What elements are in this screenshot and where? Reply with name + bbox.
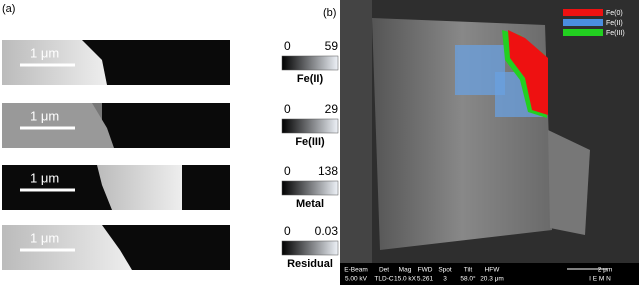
colorbar-min: 0	[284, 39, 291, 53]
sample-edge	[340, 0, 372, 265]
colorbar-max: 59	[325, 39, 339, 53]
info-value: 3	[443, 276, 447, 283]
info-value: TLD-C	[374, 276, 393, 283]
legend-swatch	[563, 19, 603, 26]
scale-label: 1 μm	[30, 230, 59, 245]
scale-label: 1 μm	[30, 108, 59, 123]
map-region	[97, 165, 182, 210]
info-value: 5.261	[417, 276, 434, 283]
map-region	[2, 40, 107, 85]
map-region	[2, 103, 114, 148]
info-value: 5.00 kV	[345, 276, 368, 283]
legend-swatch	[563, 9, 603, 16]
info-label: Mag	[399, 267, 412, 274]
colorbar-max: 138	[318, 164, 338, 178]
fe0-region	[508, 30, 548, 115]
panel-label: (b)	[323, 7, 336, 19]
lab-label: I E M N	[589, 276, 611, 283]
debris	[548, 130, 590, 235]
info-value: 58.0°	[460, 275, 476, 283]
map-region	[2, 225, 132, 270]
colorbar-max: 29	[325, 102, 339, 116]
colorbar	[281, 55, 339, 71]
legend-label: Fe(III)	[606, 30, 625, 37]
colorbar	[281, 180, 339, 196]
panel-label: (a)	[2, 3, 15, 15]
legend-label: Fe(0)	[606, 10, 623, 17]
info-label: Det	[379, 267, 389, 274]
info-label: E-Beam	[344, 267, 367, 274]
colorbar-max: 0.03	[315, 224, 339, 238]
info-value: 20.3 μm	[480, 276, 504, 283]
info-value: 15.0 kX	[394, 276, 417, 283]
colorbar	[281, 240, 339, 256]
colorbar-min: 0	[284, 102, 291, 116]
panel-a: 1 μm 0 59 Fe(II) 1 μm 0 29 Fe(III) 1 μm 0 138 Metal…	[2, 39, 338, 270]
scale-label: 2 μm	[598, 267, 613, 274]
info-label: Spot	[438, 267, 452, 274]
scale-label: 1 μm	[30, 170, 59, 185]
colorbar-name: Fe(III)	[295, 136, 325, 148]
colorbar-min: 0	[284, 224, 291, 238]
legend: Fe(0) Fe(II) Fe(III)	[563, 9, 625, 37]
panel-b: (b) Fe(0) Fe(II) Fe(III) E-Beam 5.00 kV Det T…	[323, 0, 639, 285]
info-label: HFW	[485, 267, 501, 274]
colorbar-name: Fe(II)	[297, 73, 324, 85]
legend-label: Fe(II)	[606, 20, 623, 27]
colorbar-min: 0	[284, 164, 291, 178]
scale-label: 1 μm	[30, 45, 59, 60]
info-bar	[340, 263, 639, 285]
info-label: FWD	[418, 267, 433, 274]
colorbar	[281, 118, 339, 134]
legend-swatch	[563, 29, 603, 36]
info-label: Tilt	[464, 267, 473, 274]
colorbar-name: Metal	[296, 198, 324, 210]
colorbar-name: Residual	[287, 258, 333, 270]
